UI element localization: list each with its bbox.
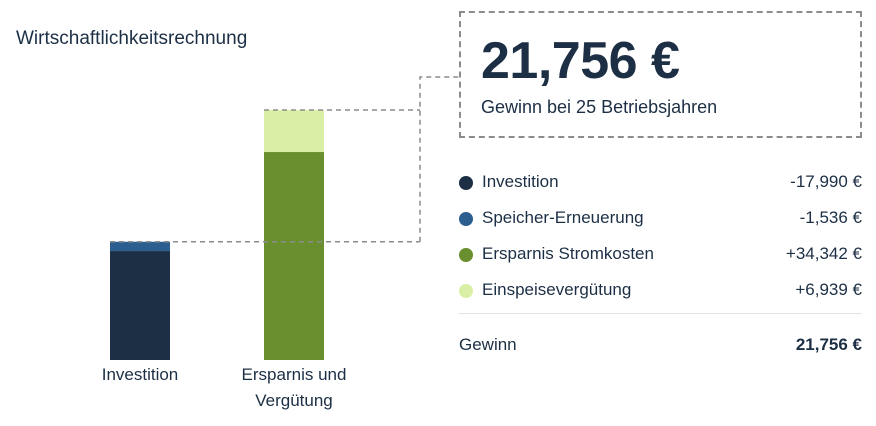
profit-caption: Gewinn bei 25 Betriebsjahren bbox=[481, 97, 718, 117]
legend-label: Investition bbox=[482, 172, 559, 191]
bar-segment-speicher-erneuerung bbox=[110, 241, 170, 252]
connector-line-summary bbox=[419, 76, 459, 242]
legend-dot bbox=[459, 248, 473, 262]
legend-dot bbox=[459, 176, 473, 190]
category-label: Ersparnis und Vergütung bbox=[242, 365, 347, 410]
legend-value: -17,990 € bbox=[790, 172, 862, 191]
legend-divider bbox=[459, 313, 862, 314]
legend-label: Einspeisevergütung bbox=[482, 280, 632, 299]
legend-item-investition: Investition -17,990 € bbox=[459, 165, 862, 201]
legend-item-speicher-erneuerung: Speicher-Erneuerung -1,536 € bbox=[459, 201, 862, 237]
legend-label: Ersparnis Stromkosten bbox=[482, 244, 654, 263]
legend-value: +6,939 € bbox=[795, 280, 862, 299]
legend-item-einspeiseverguetung: Einspeisevergütung +6,939 € bbox=[459, 273, 862, 309]
legend-dot bbox=[459, 212, 473, 226]
bar-segment-einspeiseverg-tung bbox=[264, 110, 324, 153]
legend-value: -1,536 € bbox=[799, 208, 862, 227]
bar-chart: Investition Ersparnis und Vergütung bbox=[102, 76, 459, 410]
legend-item-ersparnis-stromkosten: Ersparnis Stromkosten +34,342 € bbox=[459, 237, 862, 273]
legend-label: Speicher-Erneuerung bbox=[482, 208, 644, 227]
total-label: Gewinn bbox=[459, 335, 517, 354]
profit-value: 21,756 € bbox=[481, 32, 680, 90]
legend-value: +34,342 € bbox=[785, 244, 862, 263]
bar-segment-investition bbox=[110, 251, 170, 360]
category-label: Investition bbox=[102, 365, 179, 384]
profit-summary-box: 21,756 € Gewinn bei 25 Betriebsjahren bbox=[459, 11, 862, 138]
bar-segment-ersparnis-stromkosten bbox=[264, 152, 324, 360]
chart-title: Wirtschaftlichkeitsrechnung bbox=[16, 28, 248, 49]
legend-dot bbox=[459, 284, 473, 298]
legend: Investition -17,990 € Speicher-Erneuerun… bbox=[459, 165, 862, 309]
total-value: 21,756 € bbox=[795, 335, 862, 354]
